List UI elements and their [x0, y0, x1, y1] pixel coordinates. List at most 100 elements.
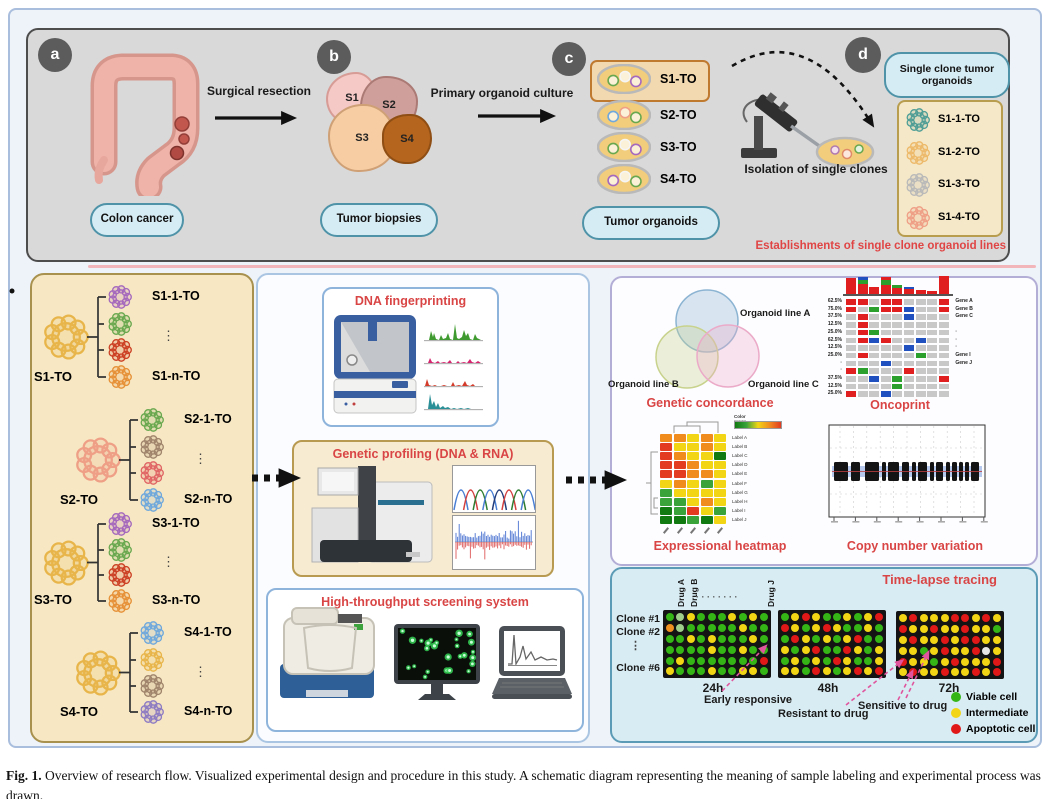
petri-dish-icon [596, 163, 652, 195]
sanger-chromatogram [452, 465, 536, 513]
well-dot [951, 636, 959, 644]
oncoprint-cell [927, 314, 938, 320]
caption-label: Fig. 1. [6, 767, 42, 783]
well-dot [697, 613, 706, 622]
well-dot [666, 667, 674, 676]
oncoprint-percent: 12.5% [827, 344, 842, 351]
organoid-icon [76, 437, 121, 483]
well-dot [749, 645, 758, 654]
well-dot [833, 656, 841, 665]
well-dot [676, 645, 685, 654]
heatmap-legend-gradient [734, 421, 782, 429]
oncoprint-percent: 12.5% [827, 382, 842, 389]
well-dot [930, 668, 939, 677]
heatmap-cell [687, 479, 700, 488]
tree-child-organoid [140, 700, 164, 729]
organoid-icon [906, 140, 930, 165]
oncoprint-cell [915, 337, 926, 344]
oncoprint-bar-seg [892, 285, 903, 288]
clone-item-organoid [906, 173, 930, 202]
tree-bracket-lines [87, 523, 106, 602]
oncoprint-bar-seg [904, 287, 914, 289]
timepoint-48h: 48h [817, 681, 839, 695]
oncoprint-bar-seg [927, 291, 938, 294]
oncoprint-cell [892, 337, 903, 344]
well-dot [899, 657, 907, 666]
well-dot [909, 646, 918, 655]
oncoprint-cell [846, 391, 856, 397]
badge-c: c [552, 42, 586, 76]
well-dot [781, 635, 789, 643]
well-dot [781, 613, 789, 622]
well-dot [992, 636, 1001, 644]
well-dot [961, 636, 970, 644]
tree-child-organoid [108, 338, 132, 367]
tumor-organoids-label: Tumor organoids [582, 206, 720, 240]
fingerprint-trace [424, 379, 483, 388]
tree-child-last-label: S3-n-TO [152, 593, 201, 607]
well-dot [801, 624, 810, 633]
well-dot [801, 656, 810, 665]
oncoprint-cell [846, 299, 856, 305]
well-dot [801, 613, 810, 622]
clone-1-label: Clone #1 [616, 613, 660, 625]
organoid-icon [108, 365, 132, 389]
drug-ellipsis: · · · · · · · · [696, 592, 738, 602]
heatmap-cell [660, 497, 672, 506]
trace-0 [424, 321, 484, 347]
oncoprint-cell [915, 314, 926, 320]
well-dot [853, 667, 862, 676]
well-dot [666, 645, 674, 654]
well-dot [909, 625, 918, 634]
oncoprint-cell [904, 306, 914, 313]
well-dot [676, 635, 685, 643]
well-dot [749, 613, 758, 622]
well-dot [707, 645, 716, 654]
well-dot [707, 613, 716, 622]
trace-1 [424, 344, 484, 370]
heatmap-cell [687, 452, 700, 461]
well-dot [676, 613, 685, 622]
well-dot [961, 646, 970, 655]
well-dot [982, 646, 991, 655]
oncoprint-cell [846, 329, 856, 336]
organoid-icon [76, 649, 121, 696]
well-dot [718, 645, 726, 654]
oncoprint-cell [938, 314, 949, 320]
oncoprint-cell [846, 306, 856, 313]
well-dot [930, 646, 939, 655]
oncoprint-bar-seg [915, 290, 926, 294]
oncoprint-baseline [843, 294, 953, 296]
heatmap-cell [660, 470, 672, 479]
well-dot [697, 624, 706, 633]
drug-a-label: Drug A [676, 578, 686, 607]
oncoprint-cell [927, 345, 938, 351]
oncoprint-cell [892, 314, 903, 320]
oncoprint-cell [938, 337, 949, 344]
well-dot [992, 657, 1001, 666]
oncoprint-cell [869, 299, 880, 305]
clone-item-label: S1-1-TO [938, 113, 980, 125]
oncoprint-cell [857, 314, 868, 320]
well-dot [899, 668, 907, 677]
oncoprint-bar-seg [880, 280, 891, 285]
oncoprint-cell [904, 391, 914, 397]
well-dot [749, 624, 758, 633]
heatmap-cell [714, 479, 727, 488]
oncoprint-gene-label: Gene B [955, 305, 973, 312]
heatmap-row-label: Label I [732, 507, 746, 513]
oncoprint-percent: 25.0% [827, 390, 842, 397]
sequencer-machine-icon [330, 313, 420, 422]
well-dot [864, 635, 873, 643]
oncoprint-cell [927, 352, 938, 359]
tree-parent-organoid [75, 437, 121, 488]
oncoprint-cell [869, 314, 880, 320]
oncoprint-cell [892, 360, 903, 367]
oncoprint-bar-seg [857, 284, 868, 294]
well-dot [707, 624, 716, 633]
legend-label: Viable cell [966, 691, 1018, 703]
organoid-icon [140, 488, 164, 512]
well-dot [801, 635, 810, 643]
heatmap-cell [660, 515, 672, 524]
well-dot [759, 645, 768, 654]
